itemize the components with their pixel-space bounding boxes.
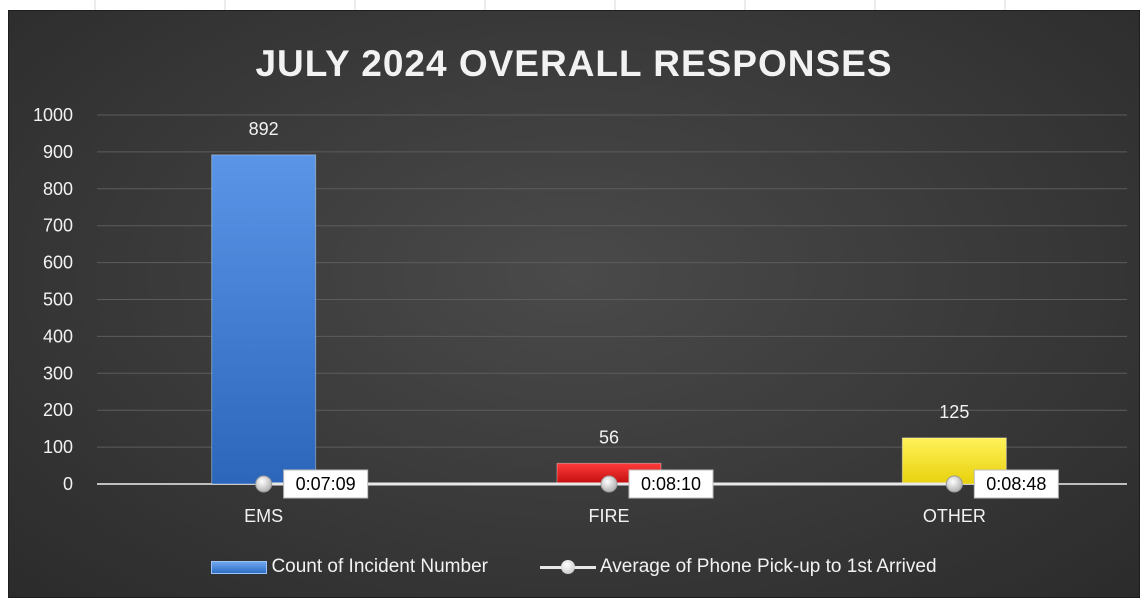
time-label-box [283,469,369,499]
y-tick-label: 100 [43,437,73,457]
average-time-marker[interactable] [600,475,618,493]
x-category-label: FIRE [588,506,629,526]
y-tick-label: 300 [43,363,73,383]
legend-bar-swatch [211,560,268,574]
y-tick-label: 200 [43,400,73,420]
average-time-marker[interactable] [255,475,273,493]
bar-ems[interactable] [211,154,317,485]
legend-label-count: Count of Incident Number [271,556,488,577]
y-tick-label: 0 [63,474,73,494]
y-tick-label: 600 [43,253,73,273]
legend-item-average: Average of Phone Pick-up to 1st Arrived [539,556,937,578]
bar-value-label: 56 [599,427,619,447]
y-tick-label: 1000 [33,105,73,125]
chart-title[interactable]: JULY 2024 OVERALL RESPONSES [255,43,893,84]
time-value-label: 0:07:09 [296,474,356,494]
bar-value-label: 125 [939,402,969,422]
time-label-box [973,469,1059,499]
legend-label-average: Average of Phone Pick-up to 1st Arrived [599,556,937,577]
x-category-label: EMS [244,506,283,526]
plot-area[interactable]: 0 100 200 300 400 500 600 700 800 900 1000 892 EMS 56… [9,11,1139,597]
y-tick-label: 900 [43,142,73,162]
time-value-label: 0:08:10 [641,474,701,494]
legend-line-swatch [539,560,596,574]
y-tick-label: 500 [43,290,73,310]
legend[interactable]: Count of Incident Number Average of Phon… [9,554,1139,580]
average-time-marker[interactable] [945,475,963,493]
chart-area[interactable]: JULY 2024 OVERALL RESPONSES 0 100 200 300 40… [8,10,1140,598]
bar-value-label: 892 [249,119,279,139]
y-tick-label: 800 [43,179,73,199]
y-tick-label: 400 [43,326,73,346]
legend-item-count: Count of Incident Number [211,556,488,578]
x-category-label: OTHER [923,506,986,526]
y-tick-label: 700 [43,216,73,236]
time-value-label: 0:08:48 [986,474,1046,494]
time-label-box [628,469,714,499]
